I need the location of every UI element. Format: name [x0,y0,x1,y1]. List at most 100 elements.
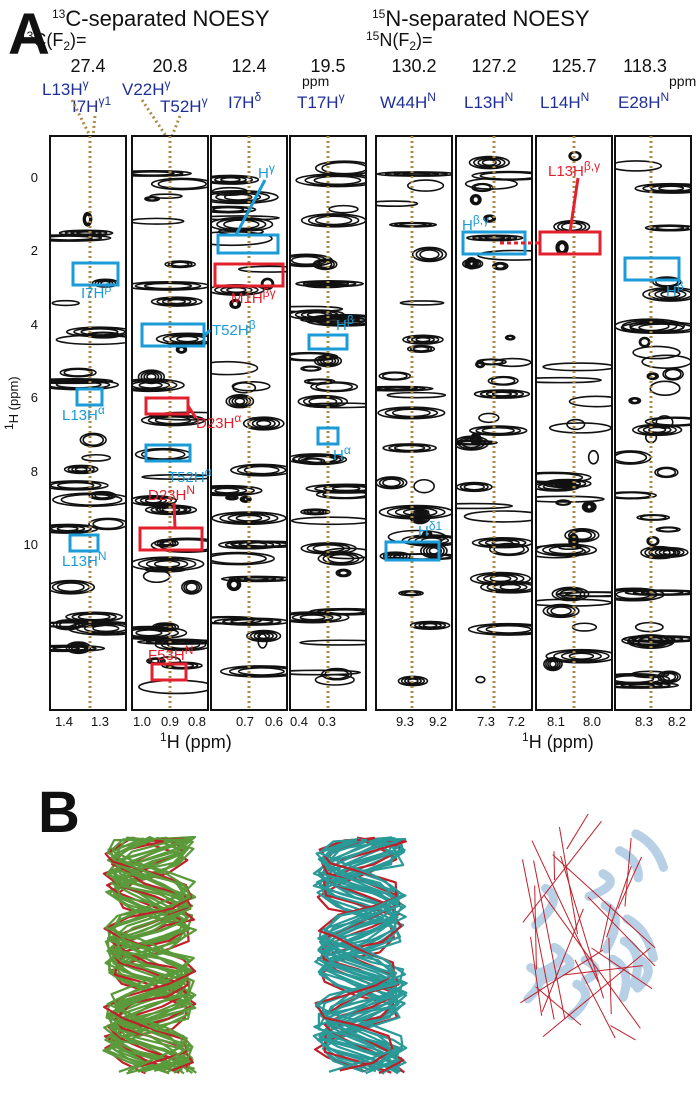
peak-label-t52-hbeta: T52Hβ [212,318,256,339]
contour-peak [486,581,532,593]
contour-peak [644,546,675,559]
contour-peak [481,158,497,167]
noe-restraint-line [574,959,616,1039]
contour-peak [211,484,263,497]
contour-peak [211,485,255,496]
contour-peak [321,547,366,560]
contour-peak [74,466,88,473]
contour-peak [404,677,422,685]
contour-peak [621,319,678,333]
contour-peak [299,639,366,646]
contour-peak [402,508,430,517]
contour-peak [52,492,126,508]
contour-peak [634,182,691,194]
x-tick-s8-b: 8.2 [668,714,686,729]
contour-peak [211,552,267,565]
contour-peak [478,537,527,548]
contour-peak [211,551,275,566]
contour-peak [660,290,681,299]
contour-peak [144,497,162,504]
contour-peak [555,587,586,601]
panel-b-letter: B [38,780,80,845]
contour-peak [234,397,246,405]
contour-peak [305,313,366,327]
cartoon-segment [580,955,600,985]
x-tick-s2-a: 1.0 [133,714,151,729]
contour-peak [297,394,349,409]
contour-peak [422,622,438,628]
contour-peak [238,265,287,273]
structure-ensemble-teal [312,836,408,1075]
contour-peak [290,352,333,361]
noe-restraint-line [535,986,582,1026]
contour-peak [615,318,685,334]
contour-peak [260,277,275,291]
contour-peak [553,650,610,663]
contour-peak [56,525,79,532]
backbone-trace [107,836,192,1071]
box-m1-hbetagamma [213,262,285,288]
contour-peak [639,337,650,347]
contour-peak [632,345,681,360]
box-l13-hn [68,533,100,553]
atom-label-t17-hgamma: T17Hγ [297,90,345,112]
structure-ensemble-green [102,835,197,1075]
contour-peak [71,612,117,622]
atom-label-i7-hgamma1: I7Hγ1 [72,94,111,116]
atom-label-w44-hn: W44HN [380,90,436,112]
contour-peak [143,282,193,290]
contour-peak [291,613,334,622]
noe-restraint-line [560,855,605,999]
contours [536,150,612,672]
contour-peak [642,425,672,435]
contour-peak [478,412,500,424]
noesy-strip-8 [614,135,692,711]
contour-peak [550,606,572,616]
contour-peak [545,648,612,664]
contour-peak [475,426,522,436]
contour-peak [211,186,249,196]
contour-peak [225,394,255,409]
contour-peak [77,613,111,621]
cartoon-segment [619,936,642,989]
x-tick-s1-b: 1.3 [91,714,109,729]
contour-peak [157,178,207,190]
peak-label-t52-halpha: T52Hα [168,465,212,486]
box-hgamma [216,233,280,255]
box-f53-hn [150,662,188,682]
contour-peak [640,545,679,560]
contour-peak [292,454,338,464]
noe-restraint-line [617,856,643,909]
n15-title: 15N-separated NOESY [372,6,590,31]
contour-peak [658,526,679,533]
contour-peak [463,510,532,523]
contour-peak [566,418,586,431]
contour-peak [243,576,269,581]
contour-peak [331,485,361,492]
cartoon-segment [608,954,631,1002]
contour-peak [143,371,160,382]
c13-isotope: 13 [52,7,66,21]
contour-peak [664,368,682,380]
contour-peak [615,451,648,464]
x-tick-s7-a: 8.1 [547,714,565,729]
noe-restraint-line [530,936,543,1016]
contour-peak [137,369,166,385]
contour-peak [211,191,270,204]
contour-peak [214,487,240,494]
contour-peak [615,589,652,600]
contour-peak [630,398,639,404]
contour-peak [236,464,287,476]
contour-peak [314,160,366,176]
contour-peak [412,346,430,352]
noesy-strip-5 [375,135,453,711]
contour-peak [153,560,181,568]
peak-label-w44-hdelta1: Hδ1 [418,519,443,540]
contour-peak [262,278,273,290]
contour-peak [307,214,360,227]
strip-3-shift: 12.4 [231,56,266,76]
y-tick-0: 0 [31,170,38,185]
contour-peak [542,603,580,619]
contour-peak [536,495,605,503]
